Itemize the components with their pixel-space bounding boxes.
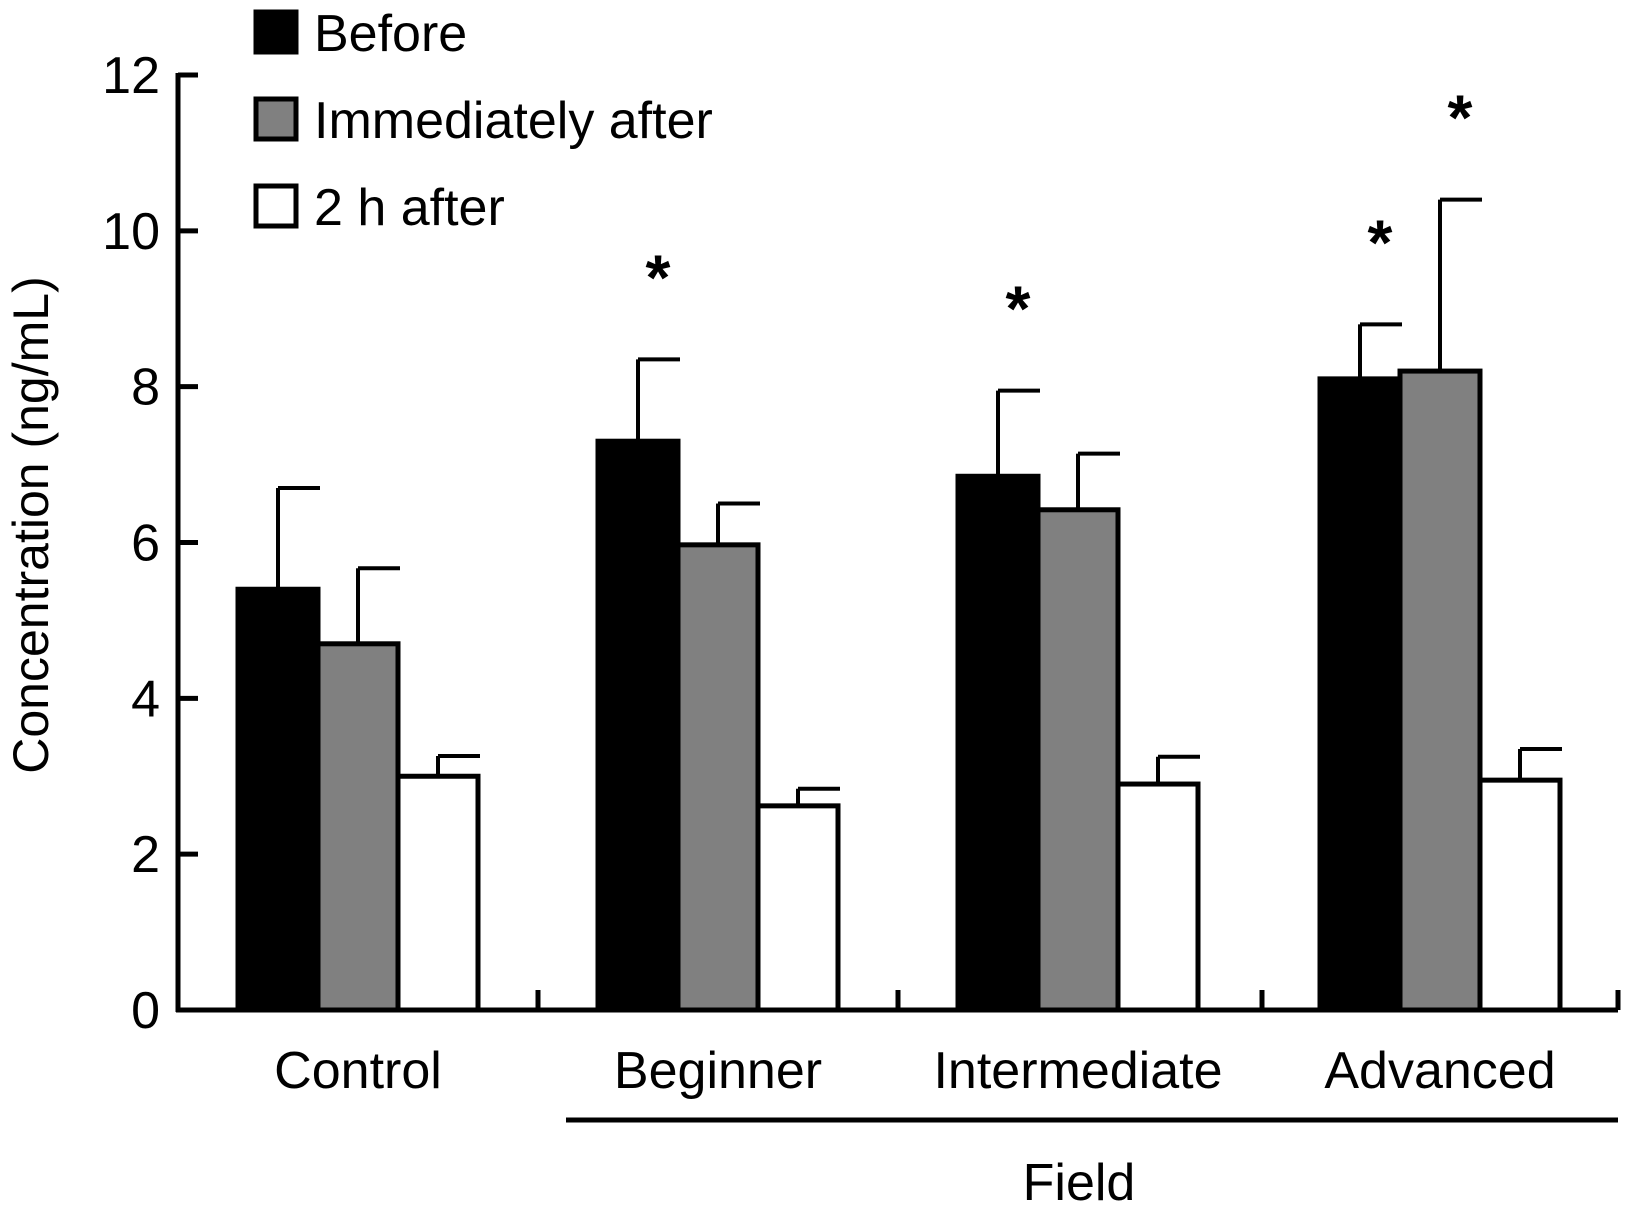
y-tick-label: 2 bbox=[131, 826, 160, 884]
x-category-label-intermediate: Intermediate bbox=[933, 1042, 1222, 1100]
bar-beginner-immediately-after bbox=[675, 542, 761, 1013]
bar-intermediate-2-h-after bbox=[1115, 781, 1201, 1013]
y-tick-label: 8 bbox=[131, 359, 160, 417]
significance-star: * bbox=[1448, 82, 1473, 154]
significance-star: * bbox=[646, 241, 671, 313]
group-bracket: Field bbox=[566, 1117, 1618, 1212]
y-tick-label: 4 bbox=[131, 670, 160, 728]
y-axis-label: Concentration (ng/mL) bbox=[3, 276, 59, 773]
x-category-label-control: Control bbox=[274, 1042, 442, 1100]
bar-control-2-h-after bbox=[395, 773, 481, 1013]
significance-star: * bbox=[1368, 206, 1393, 278]
y-axis-label-group: Concentration (ng/mL) bbox=[3, 276, 59, 773]
bars bbox=[235, 368, 1563, 1013]
bar-beginner-before bbox=[595, 438, 681, 1013]
x-category-label-beginner: Beginner bbox=[614, 1042, 822, 1100]
bar-intermediate-immediately-after bbox=[1035, 507, 1121, 1013]
significance-star: * bbox=[1006, 273, 1031, 345]
y-tick-label: 6 bbox=[131, 515, 160, 573]
legend-label-before: Before bbox=[314, 5, 467, 63]
x-category-labels: Control Beginner Intermediate Advanced bbox=[274, 1042, 1555, 1100]
bar-control-before bbox=[235, 586, 321, 1013]
bar-advanced-immediately-after bbox=[1397, 368, 1483, 1013]
legend-swatch-immediately-after bbox=[253, 96, 299, 142]
bar-advanced-2-h-after bbox=[1477, 777, 1563, 1013]
x-category-label-advanced: Advanced bbox=[1324, 1042, 1555, 1100]
legend-swatch-before bbox=[253, 9, 299, 55]
legend-label-2-h-after: 2 h after bbox=[314, 179, 505, 237]
error-bars bbox=[276, 197, 1562, 806]
group-label: Field bbox=[1023, 1154, 1136, 1212]
y-ticks: 0 2 4 6 8 10 12 bbox=[102, 47, 198, 1040]
y-tick-label: 0 bbox=[131, 982, 160, 1040]
bar-beginner-2-h-after bbox=[755, 803, 841, 1013]
bar-control-immediately-after bbox=[315, 641, 401, 1013]
legend: Before Immediately after 2 h after bbox=[253, 5, 713, 237]
significance-markers: * * * * bbox=[646, 82, 1473, 345]
bar-intermediate-before bbox=[955, 473, 1041, 1013]
legend-label-immediately-after: Immediately after bbox=[314, 92, 713, 150]
y-tick-label: 12 bbox=[102, 47, 160, 105]
bar-advanced-before bbox=[1317, 376, 1403, 1013]
legend-swatch-2-h-after bbox=[253, 183, 299, 229]
y-tick-label: 10 bbox=[102, 203, 160, 261]
